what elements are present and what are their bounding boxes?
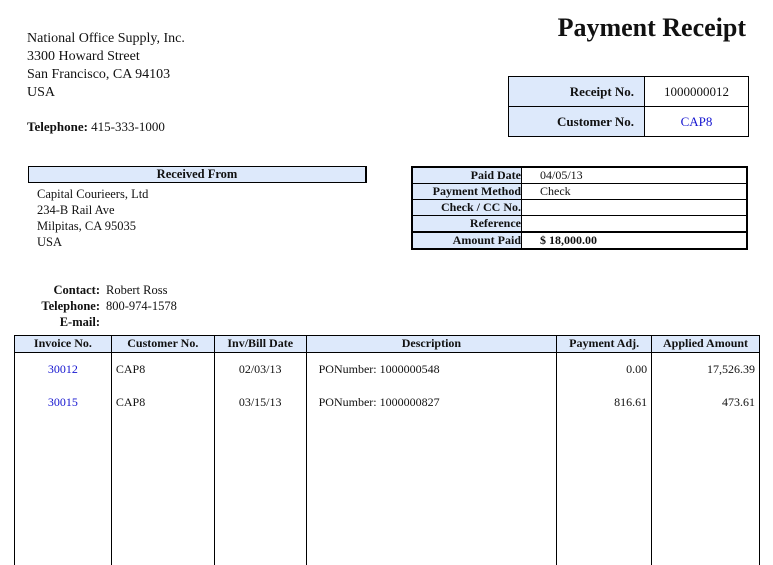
col-description: Description	[305, 335, 558, 353]
description-cell: PONumber: 1000000827	[305, 385, 558, 420]
customer-no-label: Customer No.	[507, 106, 646, 137]
adj-cell: 0.00	[556, 352, 653, 386]
receipt-info-table: Receipt No. 1000000012 Customer No. CAP8	[507, 76, 749, 137]
check-no-value	[521, 199, 748, 216]
contact-label: Contact:	[53, 283, 100, 297]
payment-method-value: Check	[521, 183, 748, 200]
payer-country: USA	[37, 235, 63, 249]
date-cell: 02/03/13	[213, 352, 307, 386]
col-customer-no: Customer No.	[110, 335, 215, 353]
table-row: 30015 CAP8 03/15/13 PONumber: 1000000827…	[14, 385, 760, 420]
telephone-label: Telephone:	[27, 119, 88, 134]
invoice-link[interactable]: 30015	[14, 385, 112, 420]
company-city: San Francisco, CA 94103	[27, 67, 171, 82]
customer-no-link[interactable]: CAP8	[644, 106, 749, 137]
contact-info: Contact: Robert Ross Telephone: 800-974-15…	[30, 282, 177, 330]
col-applied-amount: Applied Amount	[651, 335, 760, 353]
receipt-no-label: Receipt No.	[507, 76, 646, 107]
received-from-address: Capital Courieers, Ltd 234-B Rail Ave Mi…	[37, 186, 148, 250]
date-cell: 03/15/13	[213, 385, 307, 420]
empty-row	[14, 419, 760, 565]
company-country: USA	[27, 85, 56, 100]
payer-street: 234-B Rail Ave	[37, 203, 115, 217]
amount-paid-label: Amount Paid	[411, 231, 522, 250]
email-label: E-mail:	[59, 315, 100, 329]
payment-details-table: Paid Date 04/05/13 Payment Method Check Ch…	[411, 166, 748, 250]
company-street: 3300 Howard Street	[27, 49, 140, 64]
telephone-value: 415-333-1000	[91, 119, 165, 134]
amount-paid-value: $ 18,000.00	[521, 231, 748, 250]
receipt-no-value: 1000000012	[644, 76, 749, 107]
check-no-label: Check / CC No.	[411, 199, 522, 216]
col-date: Inv/Bill Date	[213, 335, 307, 353]
company-name: National Office Supply, Inc.	[27, 31, 185, 46]
invoice-table: Invoice No. Customer No. Inv/Bill Date D…	[14, 335, 760, 565]
customer-cell: CAP8	[110, 352, 215, 386]
applied-cell: 17,526.39	[651, 352, 760, 386]
payer-name: Capital Courieers, Ltd	[37, 187, 149, 201]
contact-value: Robert Ross	[106, 283, 168, 297]
received-from-header: Received From	[28, 166, 367, 183]
paid-date-value: 04/05/13	[521, 166, 748, 184]
payer-city: Milpitas, CA 95035	[37, 219, 136, 233]
adj-cell: 816.61	[556, 385, 653, 420]
paid-date-label: Paid Date	[411, 166, 522, 184]
page-title: Payment Receipt	[557, 13, 746, 42]
description-cell: PONumber: 1000000548	[305, 352, 558, 386]
reference-value	[521, 215, 748, 233]
applied-cell: 473.61	[651, 385, 760, 420]
customer-cell: CAP8	[110, 385, 215, 420]
col-invoice-no: Invoice No.	[14, 335, 112, 353]
payment-method-label: Payment Method	[411, 183, 522, 200]
table-header-row: Invoice No. Customer No. Inv/Bill Date D…	[14, 335, 760, 353]
company-address: National Office Supply, Inc. 3300 Howard…	[27, 30, 185, 102]
reference-label: Reference	[411, 215, 522, 233]
col-payment-adj: Payment Adj.	[556, 335, 653, 353]
table-row: 30012 CAP8 02/03/13 PONumber: 1000000548…	[14, 352, 760, 386]
company-telephone: Telephone: 415-333-1000	[27, 119, 165, 135]
invoice-link[interactable]: 30012	[14, 352, 112, 386]
contact-telephone-value: 800-974-1578	[106, 299, 177, 313]
contact-telephone-label: Telephone:	[41, 299, 100, 313]
